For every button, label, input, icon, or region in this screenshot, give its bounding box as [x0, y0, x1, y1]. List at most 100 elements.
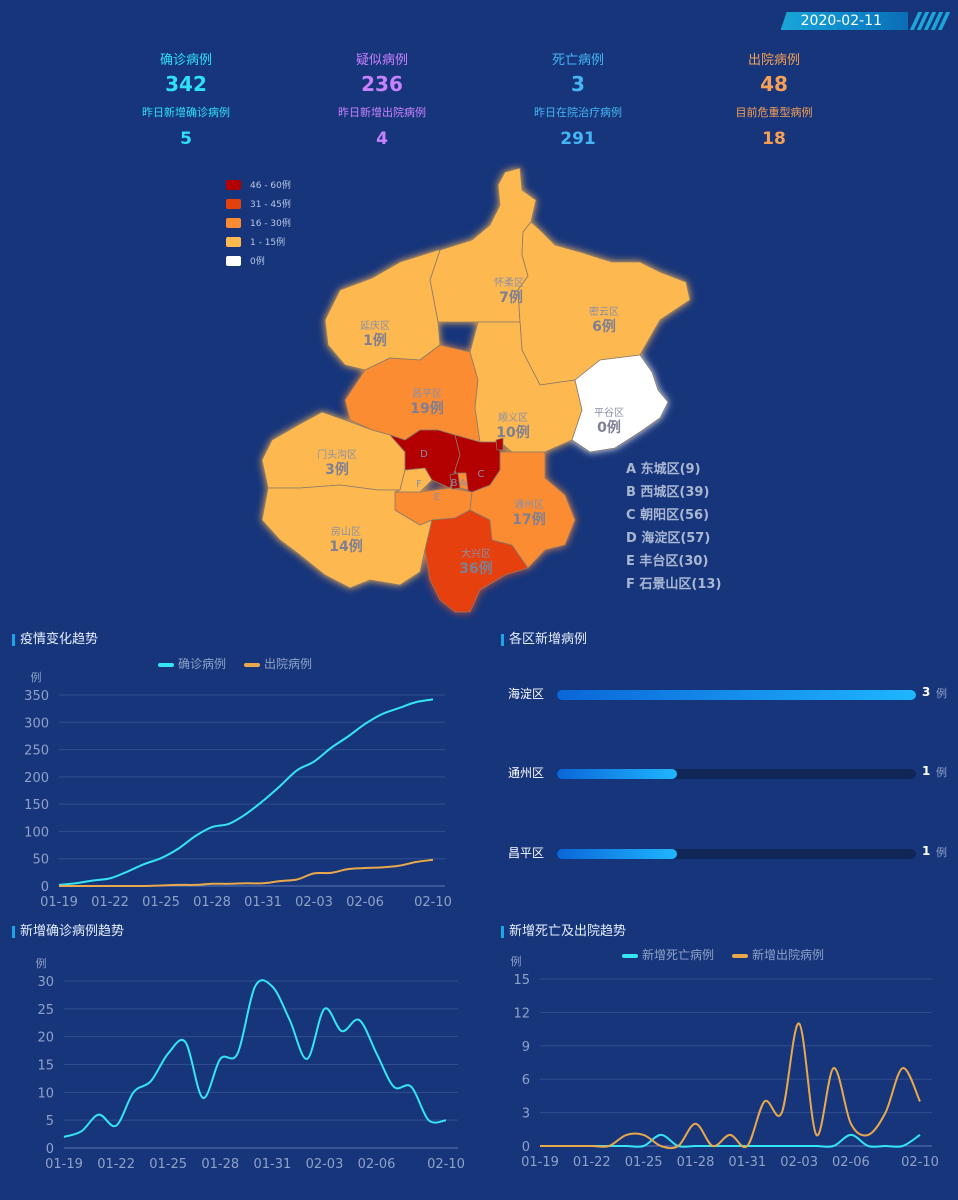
- x-tick-label: 01-19: [521, 1155, 559, 1170]
- y-tick-label: 10: [37, 1086, 54, 1101]
- map-label-count: 1例: [363, 332, 387, 349]
- map-label-name: 密云区: [589, 305, 619, 318]
- x-tick-label: 02-03: [780, 1155, 818, 1170]
- district-yanqing[interactable]: [324, 249, 441, 371]
- map-legend-item[interactable]: 31 - 45例: [226, 194, 291, 213]
- stat-sub-label: 昨日新增确诊病例: [142, 106, 230, 119]
- x-tick-label: 01-22: [573, 1155, 611, 1170]
- y-tick-label: 300: [24, 716, 49, 731]
- district-key-item: D 海淀区(57): [626, 531, 711, 546]
- district-new-bar-chart: 海淀区 3 例通州区 1 例昌平区 1 例: [500, 660, 958, 900]
- panel-title-trend: 疫情变化趋势: [12, 632, 98, 648]
- stat-value: 48: [760, 72, 788, 96]
- bar-row[interactable]: 昌平区 1 例: [500, 844, 950, 860]
- bar-track: [557, 690, 916, 700]
- stat-value: 3: [571, 72, 585, 96]
- date-badge: 2020-02-11: [780, 12, 951, 30]
- legend-swatch: [226, 217, 241, 228]
- x-tick-label: 02-10: [427, 1157, 465, 1172]
- series-line: [58, 698, 434, 886]
- map-legend-item[interactable]: 16 - 30例: [226, 213, 291, 232]
- decor-stripes: [909, 12, 951, 30]
- x-tick-label: 01-31: [728, 1155, 766, 1170]
- y-tick-label: 100: [24, 825, 49, 840]
- bar-unit-label: 例: [936, 687, 947, 700]
- map-letter: E: [434, 492, 440, 503]
- bar-category-label: 海淀区: [508, 687, 545, 701]
- map-label-name: 房山区: [331, 525, 361, 538]
- bar: [557, 769, 677, 779]
- legend-swatch: [622, 954, 638, 958]
- map-label-count: 6例: [592, 318, 616, 335]
- legend-label: 16 - 30例: [250, 219, 291, 229]
- y-tick-label: 25: [37, 1003, 54, 1018]
- map-letter: F: [416, 479, 422, 490]
- map-label-count: 7例: [499, 289, 523, 306]
- y-tick-label: 20: [37, 1031, 54, 1046]
- series-line: [540, 1022, 921, 1150]
- map-label-count: 0例: [597, 419, 621, 436]
- map-label-count: 3例: [325, 461, 349, 478]
- district-pinggu[interactable]: [571, 354, 669, 453]
- legend-swatch: [244, 663, 260, 667]
- stat-label: 确诊病例: [159, 53, 212, 68]
- y-tick-label: 12: [513, 1006, 530, 1021]
- x-tick-label: 02-03: [306, 1157, 344, 1172]
- legend-item[interactable]: 新增死亡病例: [622, 947, 714, 962]
- y-tick-label: 50: [32, 853, 49, 868]
- bar-row[interactable]: 通州区 1 例: [500, 764, 950, 780]
- map-legend-item[interactable]: 1 - 15例: [226, 232, 291, 251]
- legend-label: 新增出院病例: [752, 947, 824, 962]
- district-fangshan[interactable]: [261, 484, 433, 589]
- y-tick-label: 5: [46, 1114, 54, 1129]
- legend-swatch: [226, 255, 241, 266]
- series-line: [63, 979, 447, 1138]
- legend-label: 0例: [250, 257, 265, 267]
- beijing-map: 怀柔区 密云区 延庆区 昌平区 平谷区 顺义区 门头沟区 通州区 房山区 大兴区…: [261, 167, 691, 613]
- stat-discharged: 出院病例 48 目前危重型病例 18: [676, 52, 872, 152]
- legend-swatch: [732, 954, 748, 958]
- y-tick-label: 15: [513, 973, 530, 988]
- stat-label: 疑似病例: [355, 53, 408, 68]
- district-key-item: F 石景山区(13): [626, 577, 722, 592]
- stat-sub-value: 5: [180, 129, 192, 149]
- legend-item[interactable]: 新增出院病例: [732, 947, 824, 962]
- map-label-name: 延庆区: [360, 319, 390, 332]
- x-tick-label: 02-10: [414, 895, 452, 910]
- panel-title-new-death-discharge: 新增死亡及出院趋势: [501, 924, 626, 940]
- x-tick-label: 01-22: [97, 1157, 135, 1172]
- y-tick-label: 30: [37, 975, 54, 990]
- y-tick-label: 250: [24, 744, 49, 759]
- map-legend: 46 - 60例 31 - 45例 16 - 30例 1 - 15例 0例: [226, 175, 291, 270]
- bar-track: [557, 769, 916, 779]
- stat-value: 236: [361, 72, 403, 96]
- map-label-name: 平谷区: [594, 407, 624, 419]
- new-death-discharge-chart: 例 0 3 6 9 12 15 01-19 01-22 01-25 01-28 01-31 02-03 0…: [511, 947, 939, 1170]
- stat-sub-value: 291: [560, 129, 596, 149]
- y-tick-label: 0: [522, 1140, 530, 1155]
- y-tick-label: 150: [24, 798, 49, 813]
- x-tick-label: 01-28: [201, 1157, 239, 1172]
- y-unit-label: 例: [36, 956, 47, 970]
- map-legend-item[interactable]: 46 - 60例: [226, 175, 291, 194]
- x-tick-label: 01-25: [625, 1155, 663, 1170]
- map-label-count: 17例: [512, 511, 545, 528]
- x-tick-label: 02-06: [832, 1155, 870, 1170]
- series-line: [59, 858, 434, 888]
- map-letter: D: [420, 449, 428, 460]
- bar-category-label: 通州区: [508, 766, 545, 780]
- map-label-name: 门头沟区: [317, 448, 357, 461]
- bar-row[interactable]: 海淀区 3 例: [500, 685, 950, 701]
- legend-item[interactable]: 确诊病例: [158, 656, 226, 671]
- legend-item[interactable]: 出院病例: [244, 656, 312, 671]
- y-unit-label: 例: [31, 670, 42, 684]
- map-legend-item[interactable]: 0例: [226, 251, 291, 270]
- legend-swatch: [226, 236, 241, 247]
- stat-sub-label: 昨日在院治疗病例: [534, 106, 622, 119]
- stat-sub-value: 18: [762, 129, 786, 149]
- district-key-item: E 丰台区(30): [626, 554, 709, 569]
- district-key-item: A 东城区(9): [626, 462, 701, 477]
- stat-suspected: 疑似病例 236 昨日新增出院病例 4: [284, 52, 480, 152]
- stat-sub-label: 昨日新增出院病例: [338, 106, 426, 119]
- district-dongcheng[interactable]: [457, 472, 469, 491]
